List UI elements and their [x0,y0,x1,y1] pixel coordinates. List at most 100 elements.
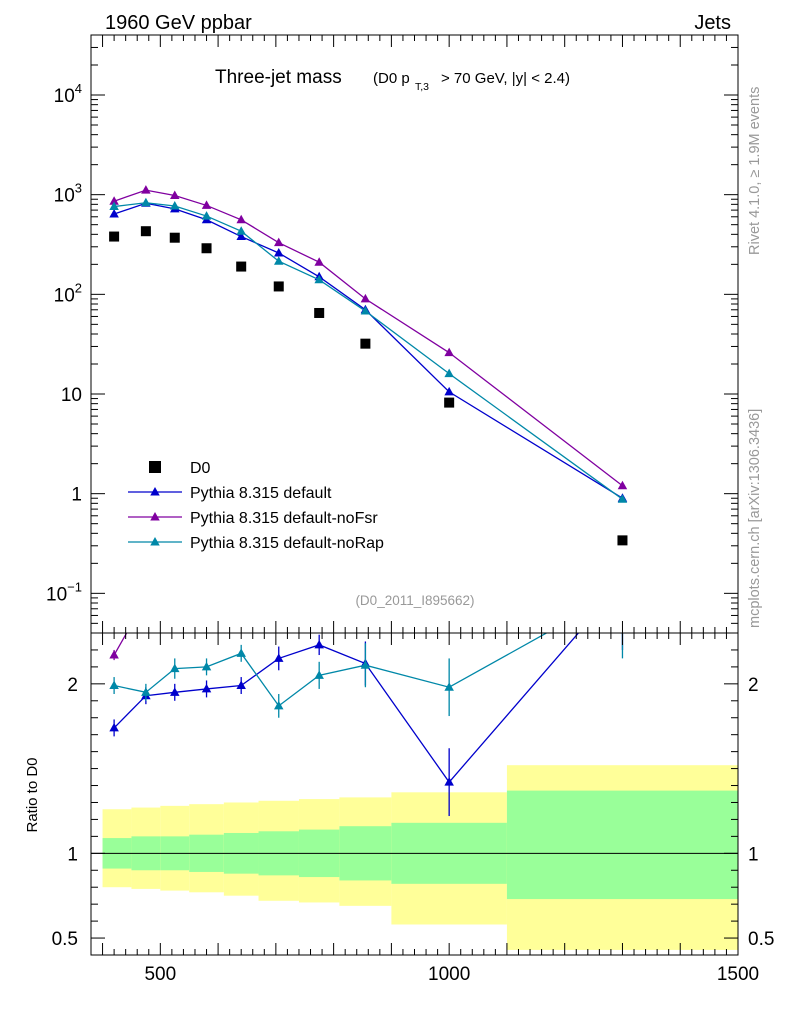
ratio-point-noFsr [141,594,151,603]
main-line-noFsr [113,189,623,487]
data-point-d0 [140,226,151,237]
ratio-y-tick-label: 1 [67,844,78,865]
ratio-point-noFsr [170,577,180,586]
data-point-d0 [169,232,180,243]
ratio-point-noFsr [314,475,324,484]
legend-marker-default [150,487,160,496]
x-tick-label: 1500 [717,964,759,985]
main-point-default [444,386,454,396]
header-left: 1960 GeV ppbar [105,12,252,34]
main-point-noFsr [201,200,212,209]
main-point-noRap [360,306,371,315]
legend-label-default: Pythia 8.315 default [190,485,332,502]
main-point-noFsr [141,185,151,194]
legend-marker-d0 [149,461,161,473]
ratio-point-noFsr [109,650,119,659]
ratio-y-tick-label: 0.5 [52,929,78,950]
data-point-d0 [314,307,325,318]
ratio-point-noRap [201,661,212,671]
ratio-point-noRap [314,670,324,679]
title-sub-sub: T,3 [415,81,429,93]
main-point-default [273,247,284,257]
title-sub-a: (D0 p [373,70,410,87]
y-tick-label: 104 [54,81,82,107]
main-point-noFsr [444,347,454,357]
ratio-point-noRap [109,680,119,690]
main-point-noFsr [273,237,284,247]
ratio-y-tick-label-right: 0.5 [748,929,774,950]
legend-label-noFsr: Pythia 8.315 default-noFsr [190,510,378,527]
main-point-default [236,231,246,241]
main-point-noRap [109,201,119,211]
ratio-point-default [273,653,284,662]
watermark: (D0_2011_I895662) [355,593,474,608]
ratio-ylabel: Ratio to D0 [24,757,41,832]
ratio-y-tick-label-right: 1 [748,844,759,865]
header-right: Jets [694,12,731,34]
y-tick-label: 10 [61,385,82,406]
main-point-noFsr [109,196,119,205]
ratio-point-noFsr [444,475,454,484]
data-point-d0 [444,397,455,408]
legend-label-noRap: Pythia 8.315 default-noRap [190,535,384,552]
ratio-point-noRap [141,687,151,696]
main-point-noFsr [617,480,628,490]
legend-label-d0: D0 [190,460,211,477]
ratio-point-noFsr [202,560,212,569]
y-tick-label: 102 [54,280,82,306]
main-point-noFsr [314,257,324,266]
ratio-point-noRap [236,648,246,657]
ratio-point-noRap [170,663,180,673]
main-point-noRap [141,197,151,207]
ratio-point-default [201,683,212,693]
main-series [109,185,628,546]
y-tick-label: 103 [54,181,82,207]
ratio-point-noFsr [618,425,628,434]
ratio-point-default [314,639,324,649]
y-tick-label: 1 [71,485,82,506]
ratio-uncertainty-bands [91,765,738,950]
main-point-noRap [444,368,454,378]
ratio-y-tick-label-right: 2 [748,675,759,696]
ratio-point-noRap [360,660,371,669]
ratio-point-default [236,680,246,690]
legend-marker-noFsr [150,512,160,521]
main-point-noFsr [360,293,371,303]
legend-marker-noRap [150,537,160,546]
ratio-point-default [444,777,454,786]
main-point-noRap [201,211,212,220]
main-point-noFsr [236,214,246,224]
data-point-d0 [617,535,628,546]
legend: D0 Pythia 8.315 default Pythia 8.315 defau… [128,460,384,552]
main-line-default [113,202,623,499]
x-tick-label: 500 [144,964,176,985]
main-point-noFsr [170,190,180,200]
data-point-d0 [273,281,284,292]
y-tick-label: 10−1 [46,579,82,605]
data-point-d0 [236,261,247,272]
data-point-d0 [360,338,371,349]
main-point-noRap [273,256,284,265]
main-frame [90,34,739,634]
ratio-y-tick-label: 2 [67,675,78,696]
title-sub-b: > 70 GeV, |y| < 2.4) [441,70,570,87]
main-point-noRap [170,200,180,210]
ratio-point-default [109,722,119,732]
main-point-noRap [314,274,324,284]
ratio-point-noRap [444,682,454,691]
plot-title: Three-jet mass (D0 p T,3 > 70 GeV, |y| <… [215,67,570,93]
main-point-noRap [236,226,246,235]
main-point-noRap [617,494,628,503]
ratio-line-noRap [113,633,548,707]
side-rivet: Rivet 4.1.0, ≥ 1.9M events [747,87,763,255]
side-mcplots: mcplots.cern.ch [arXiv:1306.3436] [747,409,763,628]
ratio-point-noRap [273,700,284,710]
title-main: Three-jet mass [215,67,342,88]
ratio-line-default [113,633,580,784]
main-point-default [109,208,119,218]
band-inner-bin [506,790,738,900]
ratio-point-noFsr [274,552,284,561]
data-point-d0 [201,243,212,254]
